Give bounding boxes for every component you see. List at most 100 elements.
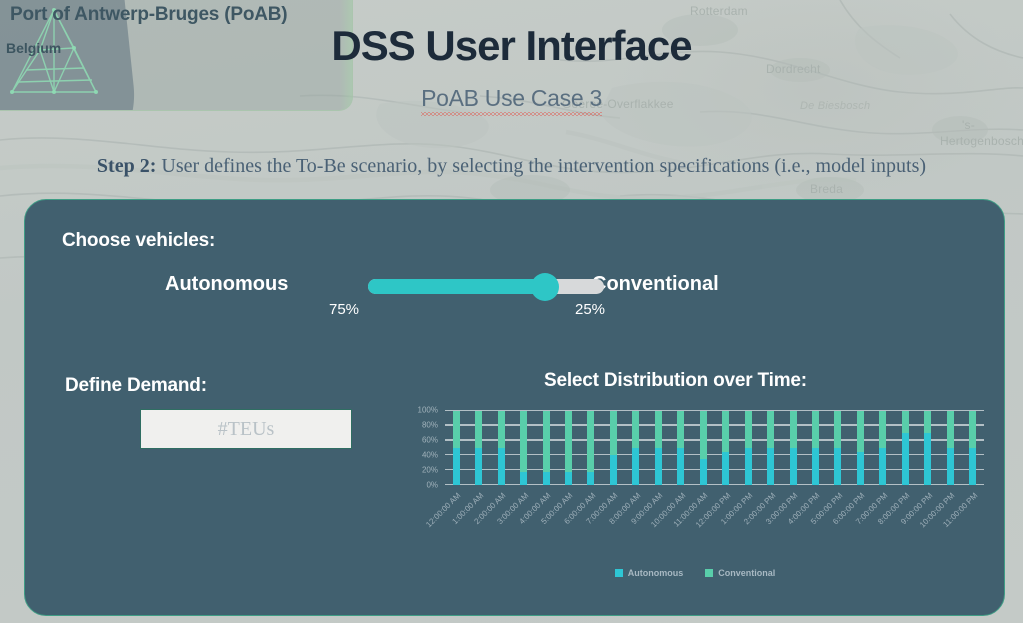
chart-stacked-bar[interactable] bbox=[587, 411, 595, 485]
slider-percent-conventional: 25% bbox=[575, 301, 606, 318]
chart-gridline: 20% bbox=[422, 465, 984, 474]
chart-stacked-bar[interactable] bbox=[654, 411, 662, 485]
page-subtitle: PoAB Use Case 3 bbox=[0, 85, 1023, 116]
chart-stacked-bar[interactable] bbox=[834, 411, 842, 485]
chart-bar-slot[interactable] bbox=[917, 411, 939, 485]
chart-stacked-bar[interactable] bbox=[542, 411, 550, 485]
chart-bar-segment-conventional bbox=[901, 411, 909, 434]
map-label: De Biesbosch bbox=[800, 100, 871, 112]
chart-gridline: 60% bbox=[422, 435, 984, 444]
chart-bar-slot[interactable] bbox=[714, 411, 736, 485]
chart-stacked-bar[interactable] bbox=[452, 411, 460, 485]
chart-stacked-bar[interactable] bbox=[767, 411, 775, 485]
chart-bar-segment-autonomous bbox=[699, 459, 707, 485]
chart-legend-item[interactable]: Conventional bbox=[705, 568, 775, 578]
chart-bar-slot[interactable] bbox=[580, 411, 602, 485]
chart-stacked-bar[interactable] bbox=[946, 411, 954, 485]
chart-stacked-bar[interactable] bbox=[632, 411, 640, 485]
step-description: User defines the To-Be scenario, by sele… bbox=[156, 155, 927, 177]
chart-legend: Autonomous Conventional bbox=[398, 568, 992, 578]
step-instruction: Step 2: User defines the To-Be scenario,… bbox=[0, 155, 1023, 178]
chart-stacked-bar[interactable] bbox=[520, 411, 528, 485]
chart-bar-segment-autonomous bbox=[924, 433, 932, 485]
chart-bar-slot[interactable] bbox=[849, 411, 871, 485]
chart-bar-segment-autonomous bbox=[520, 471, 528, 485]
slider-thumb[interactable] bbox=[531, 272, 559, 301]
chart-stacked-bar[interactable] bbox=[924, 411, 932, 485]
chart-x-slot: 11:00:00 PM bbox=[941, 489, 983, 549]
chart-bar-slot[interactable] bbox=[939, 411, 961, 485]
define-demand-label: Define Demand: bbox=[65, 375, 207, 396]
map-label: Rotterdam bbox=[690, 4, 748, 18]
chart-bar-slot[interactable] bbox=[670, 411, 692, 485]
chart-bar-segment-autonomous bbox=[879, 448, 887, 485]
chart-bar-slot[interactable] bbox=[625, 411, 647, 485]
chart-stacked-bar[interactable] bbox=[969, 411, 977, 485]
chart-bar-segment-autonomous bbox=[677, 448, 685, 485]
chart-bar-slot[interactable] bbox=[647, 411, 669, 485]
map-label: Hertogenbosch bbox=[940, 134, 1023, 148]
chart-stacked-bar[interactable] bbox=[789, 411, 797, 485]
chart-bar-segment-conventional bbox=[767, 411, 775, 448]
chart-bar-slot[interactable] bbox=[804, 411, 826, 485]
chart-stacked-bar[interactable] bbox=[811, 411, 819, 485]
chart-bar-segment-autonomous bbox=[767, 448, 775, 485]
slider-label-autonomous: Autonomous bbox=[165, 273, 289, 295]
chart-bar-slot[interactable] bbox=[872, 411, 894, 485]
chart-stacked-bar[interactable] bbox=[744, 411, 752, 485]
choose-vehicles-label: Choose vehicles: bbox=[62, 230, 216, 251]
chart-bar-segment-autonomous bbox=[587, 471, 595, 485]
poab-edge-glow bbox=[340, 0, 352, 110]
chart-gridline: 40% bbox=[422, 450, 984, 459]
chart-stacked-bar[interactable] bbox=[497, 411, 505, 485]
chart-bar-segment-conventional bbox=[856, 411, 864, 452]
vehicle-mix-slider[interactable] bbox=[368, 272, 604, 301]
chart-bar-slot[interactable] bbox=[490, 411, 512, 485]
chart-bar-segment-autonomous bbox=[564, 471, 572, 485]
chart-y-tick-label: 20% bbox=[421, 465, 438, 475]
legend-label: Conventional bbox=[718, 568, 776, 578]
chart-stacked-bar[interactable] bbox=[564, 411, 572, 485]
chart-bar-segment-autonomous bbox=[901, 433, 909, 485]
map-label: 's- bbox=[962, 118, 975, 132]
chart-y-tick-label: 80% bbox=[421, 420, 438, 430]
chart-x-axis-labels: 12:00:00 AM 1:00:00 AM 2:00:00 AM 3:00:00 A… bbox=[424, 489, 984, 549]
chart-stacked-bar[interactable] bbox=[677, 411, 685, 485]
chart-bar-slot[interactable] bbox=[467, 411, 489, 485]
chart-bar-segment-autonomous bbox=[856, 451, 864, 485]
chart-bar-slot[interactable] bbox=[445, 411, 467, 485]
chart-stacked-bar[interactable] bbox=[699, 411, 707, 485]
chart-bar-segment-conventional bbox=[879, 411, 887, 448]
chart-bar-slot[interactable] bbox=[827, 411, 849, 485]
page-title: DSS User Interface bbox=[331, 22, 692, 69]
chart-bar-slot[interactable] bbox=[961, 411, 983, 485]
chart-bar-segment-conventional bbox=[924, 411, 932, 434]
chart-bar-segment-autonomous bbox=[632, 448, 640, 485]
chart-bar-segment-conventional bbox=[564, 411, 572, 472]
chart-bar-slot[interactable] bbox=[512, 411, 534, 485]
chart-legend-item[interactable]: Autonomous bbox=[614, 568, 683, 578]
chart-bar-slot[interactable] bbox=[602, 411, 624, 485]
map-label: Goeree-Overflakkee bbox=[562, 97, 674, 111]
chart-stacked-bar[interactable] bbox=[856, 411, 864, 485]
chart-bar-slot[interactable] bbox=[782, 411, 804, 485]
chart-gridline: 100% bbox=[418, 405, 984, 414]
chart-stacked-bar[interactable] bbox=[901, 411, 909, 485]
chart-stacked-bar[interactable] bbox=[722, 411, 730, 485]
chart-stacked-bar[interactable] bbox=[609, 411, 617, 485]
chart-bar-segment-autonomous bbox=[834, 448, 842, 485]
chart-bar-slot[interactable] bbox=[737, 411, 759, 485]
demand-teus-input[interactable] bbox=[140, 409, 352, 449]
chart-stacked-bar[interactable] bbox=[475, 411, 483, 485]
chart-bar-segment-conventional bbox=[744, 411, 752, 448]
chart-stacked-bar[interactable] bbox=[879, 411, 887, 485]
chart-bar-segment-conventional bbox=[699, 411, 707, 460]
chart-bar-segment-conventional bbox=[969, 411, 977, 448]
chart-bar-slot[interactable] bbox=[535, 411, 557, 485]
chart-y-tick-label: 100% bbox=[417, 405, 438, 414]
chart-bar-slot[interactable] bbox=[759, 411, 781, 485]
chart-bar-segment-autonomous bbox=[654, 448, 662, 485]
chart-bar-slot[interactable] bbox=[894, 411, 916, 485]
chart-bar-slot[interactable] bbox=[692, 411, 714, 485]
chart-bar-slot[interactable] bbox=[557, 411, 579, 485]
